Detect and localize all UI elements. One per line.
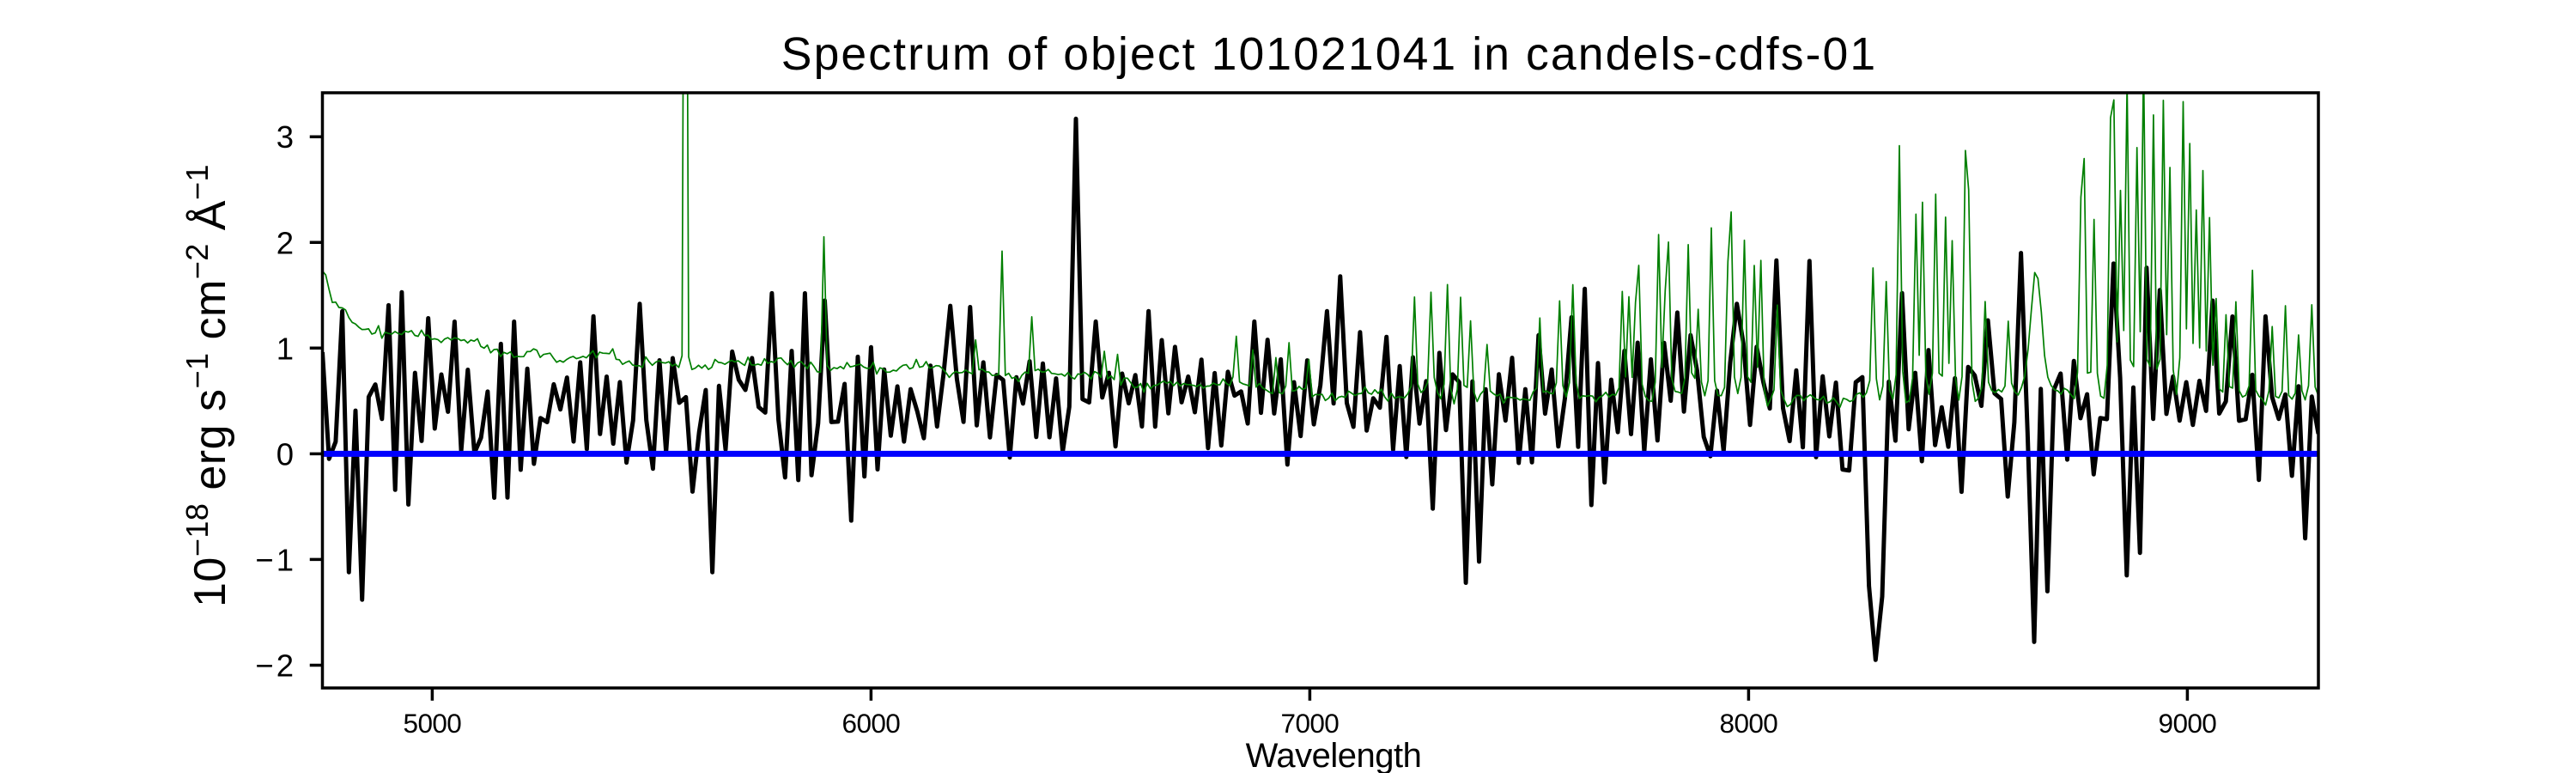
svg-text:1: 1 — [276, 331, 296, 366]
svg-text:7000: 7000 — [1281, 708, 1340, 739]
svg-text:−1: −1 — [255, 542, 296, 577]
svg-text:Spectrum of object 101021041 i: Spectrum of object 101021041 in candels-… — [781, 29, 1877, 80]
svg-text:6000: 6000 — [842, 708, 901, 739]
svg-text:−2: −2 — [255, 648, 296, 684]
svg-text:9000: 9000 — [2159, 708, 2217, 739]
svg-text:3: 3 — [276, 119, 296, 155]
svg-text:5000: 5000 — [404, 708, 462, 739]
svg-text:2: 2 — [276, 225, 296, 260]
svg-text:Wavelength: Wavelength — [1246, 737, 1422, 773]
svg-text:0: 0 — [276, 436, 296, 472]
svg-text:8000: 8000 — [1720, 708, 1778, 739]
